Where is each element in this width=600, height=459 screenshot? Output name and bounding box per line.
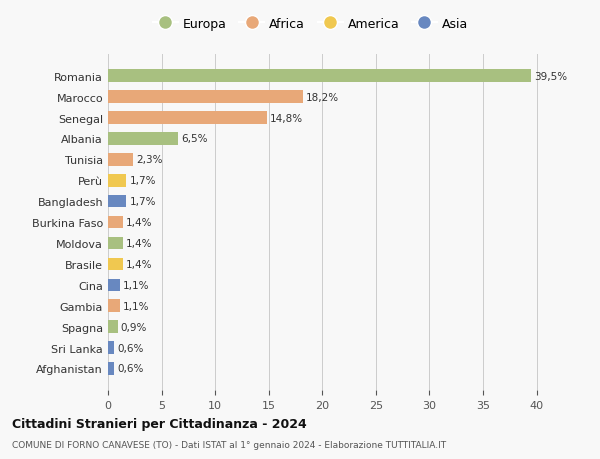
Text: 1,1%: 1,1% [123, 301, 149, 311]
Text: 39,5%: 39,5% [535, 72, 568, 82]
Bar [108, 300, 120, 312]
Bar [108, 133, 178, 146]
Bar [108, 174, 126, 187]
Legend: Europa, Africa, America, Asia: Europa, Africa, America, Asia [153, 18, 468, 31]
Text: 1,7%: 1,7% [130, 197, 156, 207]
Text: 18,2%: 18,2% [306, 92, 340, 102]
Bar [108, 216, 123, 229]
Bar [108, 279, 120, 291]
Text: 0,6%: 0,6% [118, 364, 144, 374]
Text: 1,7%: 1,7% [130, 176, 156, 186]
Bar [108, 70, 531, 83]
Text: 1,1%: 1,1% [123, 280, 149, 290]
Text: 0,6%: 0,6% [118, 343, 144, 353]
Bar [108, 154, 133, 166]
Text: Cittadini Stranieri per Cittadinanza - 2024: Cittadini Stranieri per Cittadinanza - 2… [12, 417, 307, 430]
Bar [108, 363, 115, 375]
Text: 1,4%: 1,4% [126, 259, 153, 269]
Bar [108, 112, 266, 124]
Text: 1,4%: 1,4% [126, 239, 153, 248]
Bar [108, 321, 118, 333]
Text: 14,8%: 14,8% [270, 113, 303, 123]
Bar [108, 258, 123, 271]
Text: COMUNE DI FORNO CANAVESE (TO) - Dati ISTAT al 1° gennaio 2024 - Elaborazione TUT: COMUNE DI FORNO CANAVESE (TO) - Dati IST… [12, 441, 446, 449]
Text: 2,3%: 2,3% [136, 155, 163, 165]
Bar [108, 91, 303, 104]
Text: 1,4%: 1,4% [126, 218, 153, 228]
Bar [108, 341, 115, 354]
Text: 0,9%: 0,9% [121, 322, 147, 332]
Text: 6,5%: 6,5% [181, 134, 208, 144]
Bar [108, 237, 123, 250]
Bar [108, 196, 126, 208]
